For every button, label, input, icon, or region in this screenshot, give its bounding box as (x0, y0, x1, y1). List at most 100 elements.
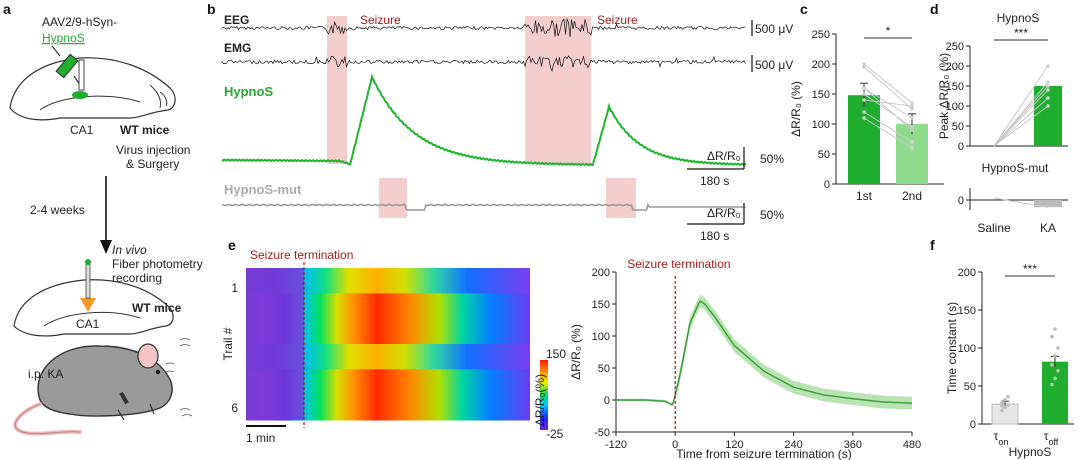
paired-line (993, 65, 1049, 147)
data-point (910, 107, 914, 111)
panel-label-b: b (207, 1, 216, 17)
colorbar (540, 360, 548, 430)
significance-label: *** (1023, 262, 1037, 276)
y-tick-label: 0 (958, 141, 964, 153)
step1-line1: Virus injection (116, 143, 190, 157)
hypnos-label: HypnoS (224, 84, 273, 99)
row-label-first: 1 (231, 281, 238, 295)
hypnos-mut-trace (221, 202, 746, 211)
x-tick-label: 1st (856, 189, 873, 203)
data-point (1056, 346, 1060, 350)
paired-line (863, 93, 913, 128)
x-tick-label: Saline (977, 221, 1011, 235)
region-label-top: CA1 (70, 123, 94, 137)
y-axis-label: Time constant (s) (945, 302, 959, 394)
step2-line2: Fiber photometry (112, 257, 203, 271)
bar-KA (1034, 86, 1062, 146)
data-point (1050, 382, 1054, 387)
seizure-shade-mut-1 (379, 178, 407, 218)
paired-line (993, 97, 1049, 147)
y-tick-label: 100 (812, 119, 830, 131)
x-tick-label: 360 (844, 439, 862, 451)
virus-name-line1: AAV2/9-hSyn- (42, 15, 117, 29)
virus-name-line2: HypnoS (42, 31, 85, 45)
y-tick-label: 50 (598, 363, 610, 375)
interval-label: 2-4 weeks (30, 203, 85, 217)
hypnos-mut-label: HypnoS-mut (224, 182, 302, 197)
panel-label-c: c (800, 1, 808, 17)
hypnos-trace (221, 73, 747, 167)
data-point (1046, 80, 1050, 84)
y-tick-label: 50 (818, 149, 830, 161)
data-point (862, 110, 866, 114)
dr-scale-label: 50% (760, 152, 784, 166)
paired-line (993, 89, 1049, 147)
y-axis-label: ΔR/R₀ (%) (789, 81, 803, 137)
heatmap-e: Seizure termination 1 6 Trail # 1 min 150 -25Δ… (221, 248, 566, 445)
time-scale-label-2: 180 s (700, 229, 729, 243)
data-point (1000, 400, 1004, 405)
y-tick-label: 200 (812, 59, 830, 71)
chart-title: Seizure termination (627, 257, 730, 271)
chart-title: HypnoS (997, 11, 1040, 25)
data-point (910, 140, 914, 144)
x-tick-label: -120 (605, 439, 627, 451)
emg-label: EMG (224, 41, 251, 55)
dr-scale-name-2: ΔR/R₀ (707, 206, 741, 220)
x-tick-label: 240 (784, 439, 802, 451)
x-axis-label: Time from seizure termination (s) (676, 447, 852, 460)
y-tick-label: 100 (592, 331, 610, 343)
paired-line (863, 66, 913, 110)
data-point (862, 92, 866, 96)
y-tick-label: 200 (958, 267, 976, 279)
y-axis-label: ΔR/R₀ (%) (569, 324, 583, 380)
region-label-bottom: CA1 (76, 317, 100, 331)
paired-line (863, 111, 913, 143)
step2-line3: recording (112, 271, 162, 285)
y-tick-label: 50 (952, 121, 964, 133)
mut-paired-line (993, 197, 1049, 208)
y-tick-label: 150 (946, 81, 964, 93)
data-point (1056, 369, 1060, 373)
x-tick-label: τon (994, 429, 1009, 447)
y-tick-label: 200 (592, 267, 610, 279)
y-axis-label: Trail # (221, 327, 235, 360)
seizure-shade-2 (525, 16, 591, 164)
chart-e-trace: -50 0 50 100 150 200 -120 0 120 240 360 480 Seizure … (569, 257, 921, 460)
x-tick-label: KA (1040, 221, 1056, 235)
paired-line (863, 87, 913, 119)
dr-scale-name: ΔR/R₀ (707, 149, 741, 163)
colorbar-label: ΔR/R₀(%) (533, 374, 547, 426)
data-point (910, 116, 914, 120)
x-tick-label: 480 (903, 439, 921, 451)
y-tick-label: -50 (594, 427, 610, 439)
mut-bar-KA (1034, 200, 1062, 208)
step2-line1: In vivo (112, 243, 147, 257)
data-point (862, 98, 866, 102)
x-tick-label: 120 (725, 439, 743, 451)
data-point (862, 62, 866, 66)
colorbar-max: 150 (546, 347, 566, 361)
sem-band (616, 294, 912, 410)
data-point (1046, 88, 1050, 92)
data-point (862, 116, 866, 120)
colorbar-min: -25 (546, 427, 564, 441)
chart-d: HypnoS 0 50 100 150 200 250 *** Peak ΔR/R₀ (%) Hy… (937, 11, 1068, 235)
data-point (910, 128, 914, 132)
bar-τ_off (1042, 361, 1068, 424)
mouse-label-top: WT mice (120, 123, 170, 137)
data-point (910, 104, 914, 108)
y-tick-label: 100 (958, 343, 976, 355)
paired-line (993, 105, 1049, 147)
injection-label: i.p. KA (28, 367, 63, 381)
y-tick-label: 0 (824, 179, 830, 191)
dr-scale-label-2: 50% (760, 208, 784, 222)
data-point (1000, 408, 1004, 413)
y-tick-label: 250 (946, 41, 964, 53)
y-axis-label: Peak ΔR/R₀ (%) (937, 53, 951, 139)
y-tick-label: 0 (970, 419, 976, 431)
heatmap-baseline (246, 268, 304, 420)
eeg-trace (221, 17, 746, 38)
data-point (910, 125, 914, 129)
